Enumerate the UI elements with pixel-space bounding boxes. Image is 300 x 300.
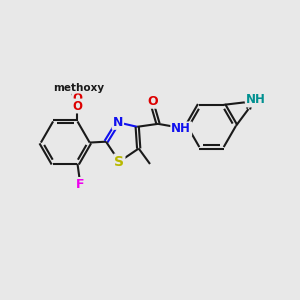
- Text: NH: NH: [246, 94, 266, 106]
- Text: S: S: [114, 154, 124, 169]
- Text: O: O: [147, 95, 158, 108]
- Text: methoxy: methoxy: [53, 82, 104, 93]
- Text: O: O: [73, 100, 82, 112]
- Text: F: F: [76, 178, 84, 191]
- Text: O: O: [73, 92, 82, 105]
- Text: N: N: [113, 116, 123, 129]
- Text: NH: NH: [171, 122, 191, 135]
- Text: methoxy: methoxy: [65, 90, 71, 91]
